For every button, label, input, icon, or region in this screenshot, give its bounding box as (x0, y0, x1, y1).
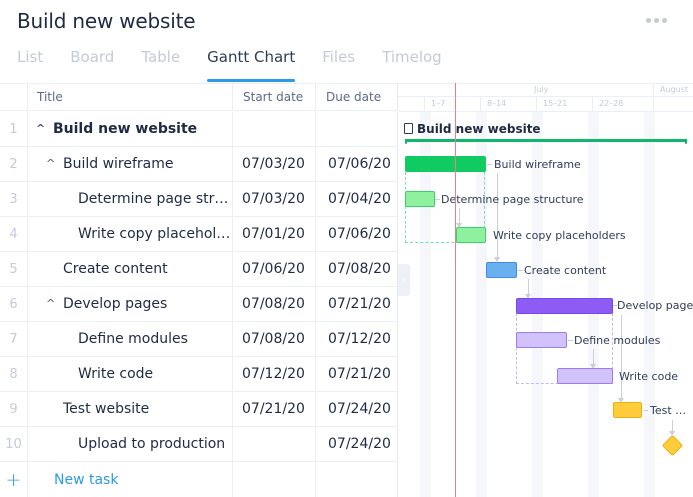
week-header: 1–7 8–14 15–21 22–28 (398, 97, 693, 112)
tab-table[interactable]: Table (141, 48, 181, 66)
dependency-arrow (590, 349, 596, 369)
tab-board[interactable]: Board (70, 48, 115, 66)
collapse-caret-icon[interactable]: ^ (36, 121, 46, 135)
project-summary-label[interactable]: Build new website (404, 122, 541, 136)
dependency-arrow (525, 279, 531, 299)
more-horizontal-icon[interactable] (646, 18, 667, 23)
task-bar-label: Determine page structure (441, 193, 584, 206)
dependency-arrow (669, 420, 675, 436)
divider (0, 83, 693, 84)
collapse-caret-icon[interactable]: ^ (46, 296, 56, 310)
collapse-caret-icon[interactable]: ^ (46, 156, 56, 170)
task-bar-determine-page-structure[interactable] (405, 191, 435, 207)
task-title[interactable]: Create content (28, 252, 233, 286)
new-task-row[interactable]: + New task (0, 462, 398, 497)
table-row[interactable]: 7 Define modules 07/08/20 07/12/20 (0, 322, 398, 357)
tab-timelog[interactable]: Timelog (382, 48, 442, 66)
column-title[interactable]: Title (28, 83, 233, 110)
table-row[interactable]: 6 ^ Develop pages 07/08/20 07/21/20 (0, 287, 398, 322)
task-bar-build-wireframe[interactable] (405, 156, 486, 172)
page-title: Build new website (17, 9, 196, 33)
column-due-date[interactable]: Due date (316, 83, 398, 110)
tab-list[interactable]: List (17, 48, 44, 66)
task-bar-label: Create content (524, 264, 607, 277)
month-july: July (534, 85, 549, 94)
task-bar-label: Develop pages (617, 299, 693, 312)
task-bar-label: Test … (650, 404, 687, 417)
task-bar-define-modules[interactable] (516, 332, 567, 348)
task-bar-create-content[interactable] (486, 262, 517, 278)
new-task-button[interactable]: New task (28, 462, 233, 497)
table-row[interactable]: 1 ^ Build new website (0, 112, 398, 147)
table-header: Title Start date Due date (0, 83, 398, 111)
table-row[interactable]: 10 Upload to production 07/24/20 (0, 427, 398, 462)
project-summary-bar[interactable] (405, 139, 687, 142)
task-bar-write-copy-placeholders[interactable] (456, 227, 486, 243)
task-bar-label: Write code (619, 370, 679, 383)
view-tabs: List Board Table Gantt Chart Files Timel… (17, 48, 469, 82)
task-title[interactable]: Define modules (28, 322, 233, 356)
task-title[interactable]: Test website (28, 392, 233, 426)
month-august: August (660, 85, 688, 94)
dependency-arrow (494, 173, 500, 262)
collapse-panel-button[interactable]: ‹ (398, 264, 410, 296)
table-row[interactable]: 4 Write copy placehol… 07/01/20 07/06/20 (0, 217, 398, 252)
plus-icon[interactable]: + (0, 462, 28, 497)
gantt-chart: July August 1–7 8–14 15–21 22–28 Build n… (398, 83, 693, 497)
dependency-arrow (456, 208, 462, 228)
table-row[interactable]: 3 Determine page str… 07/03/20 07/04/20 (0, 182, 398, 217)
task-title[interactable]: Develop pages (63, 296, 168, 312)
task-title[interactable]: Build new website (53, 121, 198, 137)
table-row[interactable]: 2 ^ Build wireframe 07/03/20 07/06/20 (0, 147, 398, 182)
tab-files[interactable]: Files (322, 48, 356, 66)
table-row[interactable]: 8 Write code 07/12/20 07/21/20 (0, 357, 398, 392)
table-row[interactable]: 5 Create content 07/06/20 07/08/20 (0, 252, 398, 287)
task-title[interactable]: Determine page str… (28, 182, 233, 216)
today-line (455, 83, 456, 497)
clipboard-icon (404, 123, 413, 134)
task-title[interactable]: Write copy placehol… (28, 217, 233, 251)
task-bar-test-website[interactable] (613, 402, 642, 418)
task-title[interactable]: Upload to production (28, 427, 233, 461)
dependency-arrow (618, 315, 624, 403)
chevron-left-icon: ‹ (401, 273, 407, 287)
task-bar-label: Define modules (574, 334, 661, 347)
table-row[interactable]: 9 Test website 07/21/20 07/24/20 (0, 392, 398, 427)
task-title[interactable]: Write code (28, 357, 233, 391)
task-title[interactable]: Build wireframe (63, 156, 174, 172)
task-bar-develop-pages[interactable] (516, 298, 613, 314)
milestone-upload-to-production[interactable] (661, 434, 684, 457)
task-bar-label: Build wireframe (494, 158, 581, 171)
task-bar-write-code[interactable] (557, 368, 613, 384)
task-bar-label: Write copy placeholders (493, 229, 626, 242)
tab-gantt-chart[interactable]: Gantt Chart (207, 48, 296, 82)
column-start-date[interactable]: Start date (233, 83, 316, 110)
month-header: July August (398, 83, 693, 97)
